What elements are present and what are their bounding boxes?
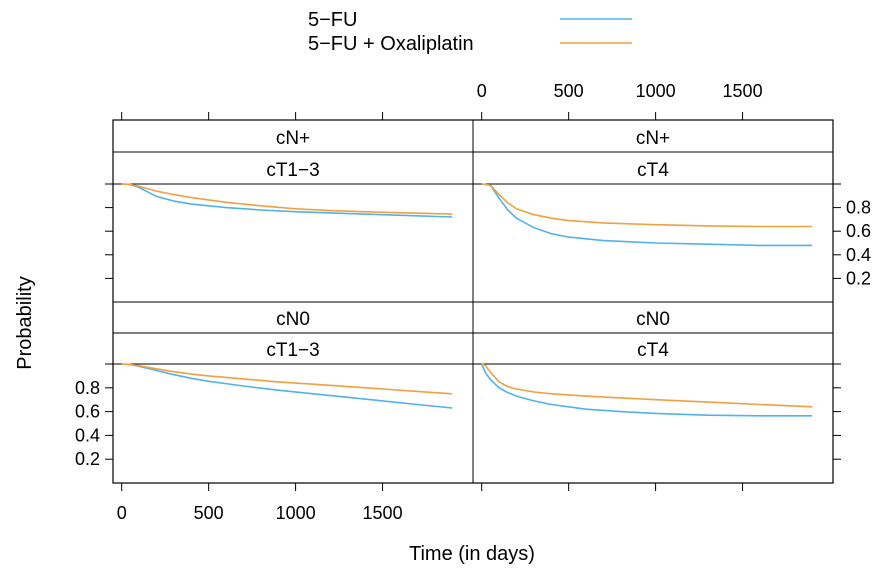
strip-label-bottom-panel-0: cT1−3	[266, 160, 319, 181]
strip-bottom-panel-2	[112, 332, 474, 365]
series-line-panel-1-5fu-oxaliplatin	[481, 183, 813, 228]
x-tick-label-bottom: 0	[117, 503, 127, 523]
x-tick-label-top: 1500	[723, 81, 763, 101]
series-line-panel-3-5fu	[480, 363, 813, 417]
strip-label-top-panel-2: cN0	[276, 309, 310, 330]
legend-label-5fu-oxaliplatin: 5−FU + Oxaliplatin	[308, 33, 474, 55]
y-tick-label-left: 0.4	[75, 425, 100, 445]
strip-label-top-panel-1: cN+	[636, 128, 670, 149]
y-tick-label-right: 0.4	[846, 245, 871, 265]
strip-label-bottom-panel-2: cT1−3	[266, 340, 319, 361]
plot-area-panel-2	[112, 363, 474, 484]
y-axis-title: Probability	[14, 276, 36, 369]
strip-top-panel-2	[112, 301, 474, 334]
x-tick-label-top: 0	[477, 81, 487, 101]
series-line-panel-0-5fu	[121, 183, 453, 218]
y-tick-label-left: 0.8	[75, 378, 100, 398]
x-tick-label-top: 500	[554, 81, 584, 101]
series-line-panel-3-5fu-oxaliplatin	[481, 363, 813, 408]
strip-label-bottom-panel-1: cT4	[637, 160, 669, 181]
series-lines	[121, 183, 813, 417]
x-tick-label-top: 1000	[636, 81, 676, 101]
legend: 5−FU 5−FU + Oxaliplatin	[308, 9, 632, 55]
strip-bottom-panel-0	[112, 151, 474, 185]
strip-bottom-panel-1	[472, 151, 834, 185]
series-line-panel-2-5fu-oxaliplatin	[121, 363, 453, 395]
y-tick-label-left: 0.6	[75, 402, 100, 422]
x-axis-title: Time (in days)	[409, 543, 535, 565]
x-tick-label-bottom: 1500	[363, 503, 403, 523]
series-line-panel-0-5fu-oxaliplatin	[121, 183, 453, 215]
y-tick-label-right: 0.8	[846, 198, 871, 218]
legend-label-5fu: 5−FU	[308, 9, 357, 31]
y-tick-label-left: 0.2	[75, 449, 100, 469]
plot-area-panel-3	[472, 363, 834, 484]
strip-label-top-panel-0: cN+	[276, 128, 310, 149]
axes: 0 0 500 500 1000 1000 1500 1500 0.2 0.2 0.4 0.4 0.6 0…	[75, 81, 871, 523]
plot-area-panel-0	[112, 183, 474, 303]
y-tick-label-right: 0.2	[846, 268, 871, 288]
strip-label-top-panel-3: cN0	[636, 309, 670, 330]
strip-top-panel-1	[472, 119, 834, 153]
x-tick-label-bottom: 1000	[276, 503, 316, 523]
x-tick-label-bottom: 500	[194, 503, 224, 523]
y-tick-label-right: 0.6	[846, 221, 871, 241]
outer-frame	[112, 119, 834, 484]
strip-label-bottom-panel-3: cT4	[637, 340, 669, 361]
panel-frames: cN+ cT1−3 cN+ cT4 cN0 cT1−3 cN0 cT4	[112, 119, 834, 484]
series-line-panel-1-5fu	[481, 183, 813, 247]
